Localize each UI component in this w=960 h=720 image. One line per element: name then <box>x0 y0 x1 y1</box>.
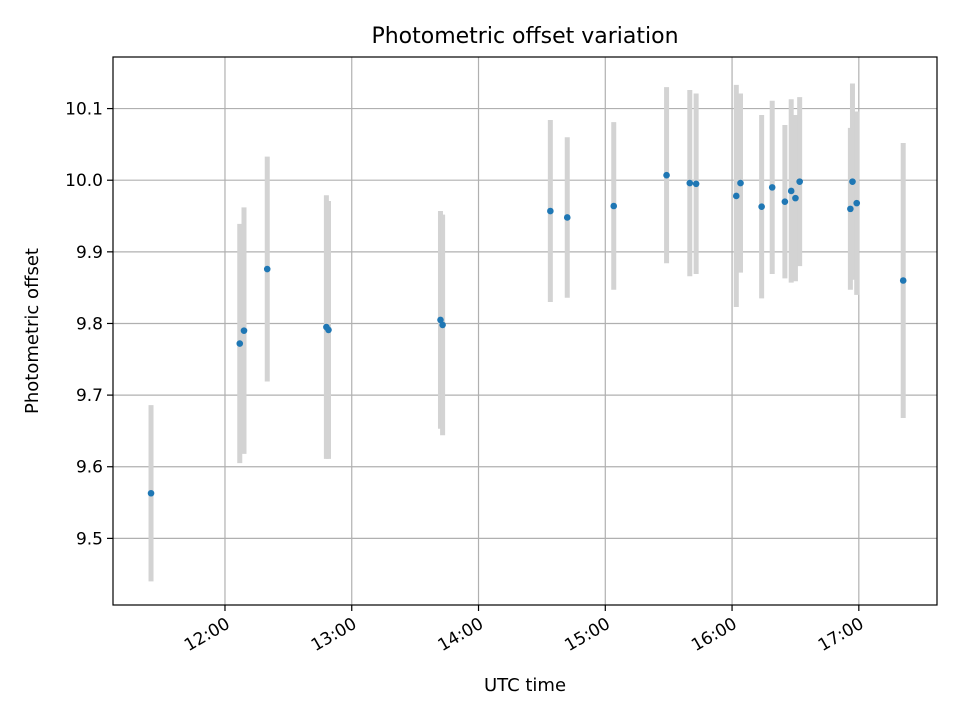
x-axis-ticks: 12:00 13:00 14:00 15:00 16:00 17:00 <box>181 605 867 656</box>
x-tick-label: 13:00 <box>308 614 360 656</box>
data-point <box>847 205 854 213</box>
plot-frame <box>112 56 938 606</box>
data-points <box>147 171 907 497</box>
data-point <box>439 321 446 329</box>
y-axis-label: Photometric offset <box>22 248 43 414</box>
data-point <box>240 327 248 334</box>
x-tick-label: 12:00 <box>181 614 233 656</box>
data-point <box>147 489 155 497</box>
x-tick-label: 15:00 <box>561 614 613 656</box>
data-point <box>899 277 907 284</box>
data-point <box>263 265 271 273</box>
data-point <box>781 198 789 206</box>
error-bars <box>148 83 906 582</box>
data-point <box>686 179 694 187</box>
y-tick-label: 9.7 <box>76 386 103 406</box>
x-axis-label: UTC time <box>484 675 566 696</box>
data-point <box>563 214 571 221</box>
y-axis-ticks: 9.5 9.6 9.7 9.8 9.9 10.0 10.1 <box>65 100 113 549</box>
data-point <box>792 194 799 202</box>
data-point <box>787 187 795 195</box>
y-tick-label: 9.5 <box>76 529 103 549</box>
data-point <box>236 340 244 347</box>
chart-title: Photometric offset variation <box>371 24 678 49</box>
data-point <box>610 202 618 210</box>
data-point <box>853 199 861 207</box>
data-point <box>437 316 444 324</box>
y-tick-label: 9.9 <box>76 243 103 263</box>
data-point <box>768 184 776 191</box>
data-point <box>732 192 740 200</box>
data-point <box>325 326 332 334</box>
x-tick-label: 16:00 <box>688 614 740 656</box>
grid <box>113 57 937 605</box>
data-point <box>849 178 856 185</box>
x-tick-label: 17:00 <box>815 614 867 656</box>
data-point <box>758 203 765 211</box>
y-tick-label: 9.8 <box>76 314 103 334</box>
y-tick-label: 9.6 <box>76 458 103 478</box>
y-tick-label: 10.1 <box>65 100 103 120</box>
x-tick-label: 14:00 <box>435 614 487 656</box>
data-point <box>692 180 700 188</box>
data-point <box>547 207 554 215</box>
data-point <box>737 179 744 187</box>
y-tick-label: 10.0 <box>65 171 103 191</box>
data-point <box>796 178 803 185</box>
data-point <box>663 171 670 179</box>
